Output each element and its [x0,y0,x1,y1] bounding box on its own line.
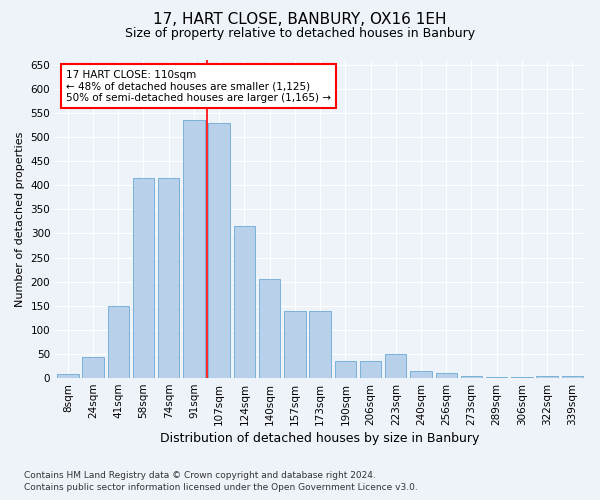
Bar [158,178,179,378]
Y-axis label: Number of detached properties: Number of detached properties [15,132,25,306]
Text: 17 HART CLOSE: 110sqm
← 48% of detached houses are smaller (1,125)
50% of semi-d: 17 HART CLOSE: 110sqm ← 48% of detached … [66,70,331,102]
Bar [82,357,104,378]
Bar [385,354,406,378]
Text: Contains HM Land Registry data © Crown copyright and database right 2024.: Contains HM Land Registry data © Crown c… [24,471,376,480]
Text: Size of property relative to detached houses in Banbury: Size of property relative to detached ho… [125,28,475,40]
Text: 17, HART CLOSE, BANBURY, OX16 1EH: 17, HART CLOSE, BANBURY, OX16 1EH [153,12,447,28]
Bar [284,310,305,378]
Text: Contains public sector information licensed under the Open Government Licence v3: Contains public sector information licen… [24,484,418,492]
Bar [57,374,79,378]
Bar [208,122,230,378]
Bar [133,178,154,378]
Bar [310,310,331,378]
Bar [360,361,381,378]
Bar [259,280,280,378]
Bar [183,120,205,378]
X-axis label: Distribution of detached houses by size in Banbury: Distribution of detached houses by size … [160,432,480,445]
Bar [511,377,533,378]
Bar [410,371,432,378]
Bar [461,376,482,378]
Bar [107,306,129,378]
Bar [436,374,457,378]
Bar [233,226,255,378]
Bar [486,377,508,378]
Bar [562,376,583,378]
Bar [536,376,558,378]
Bar [335,361,356,378]
